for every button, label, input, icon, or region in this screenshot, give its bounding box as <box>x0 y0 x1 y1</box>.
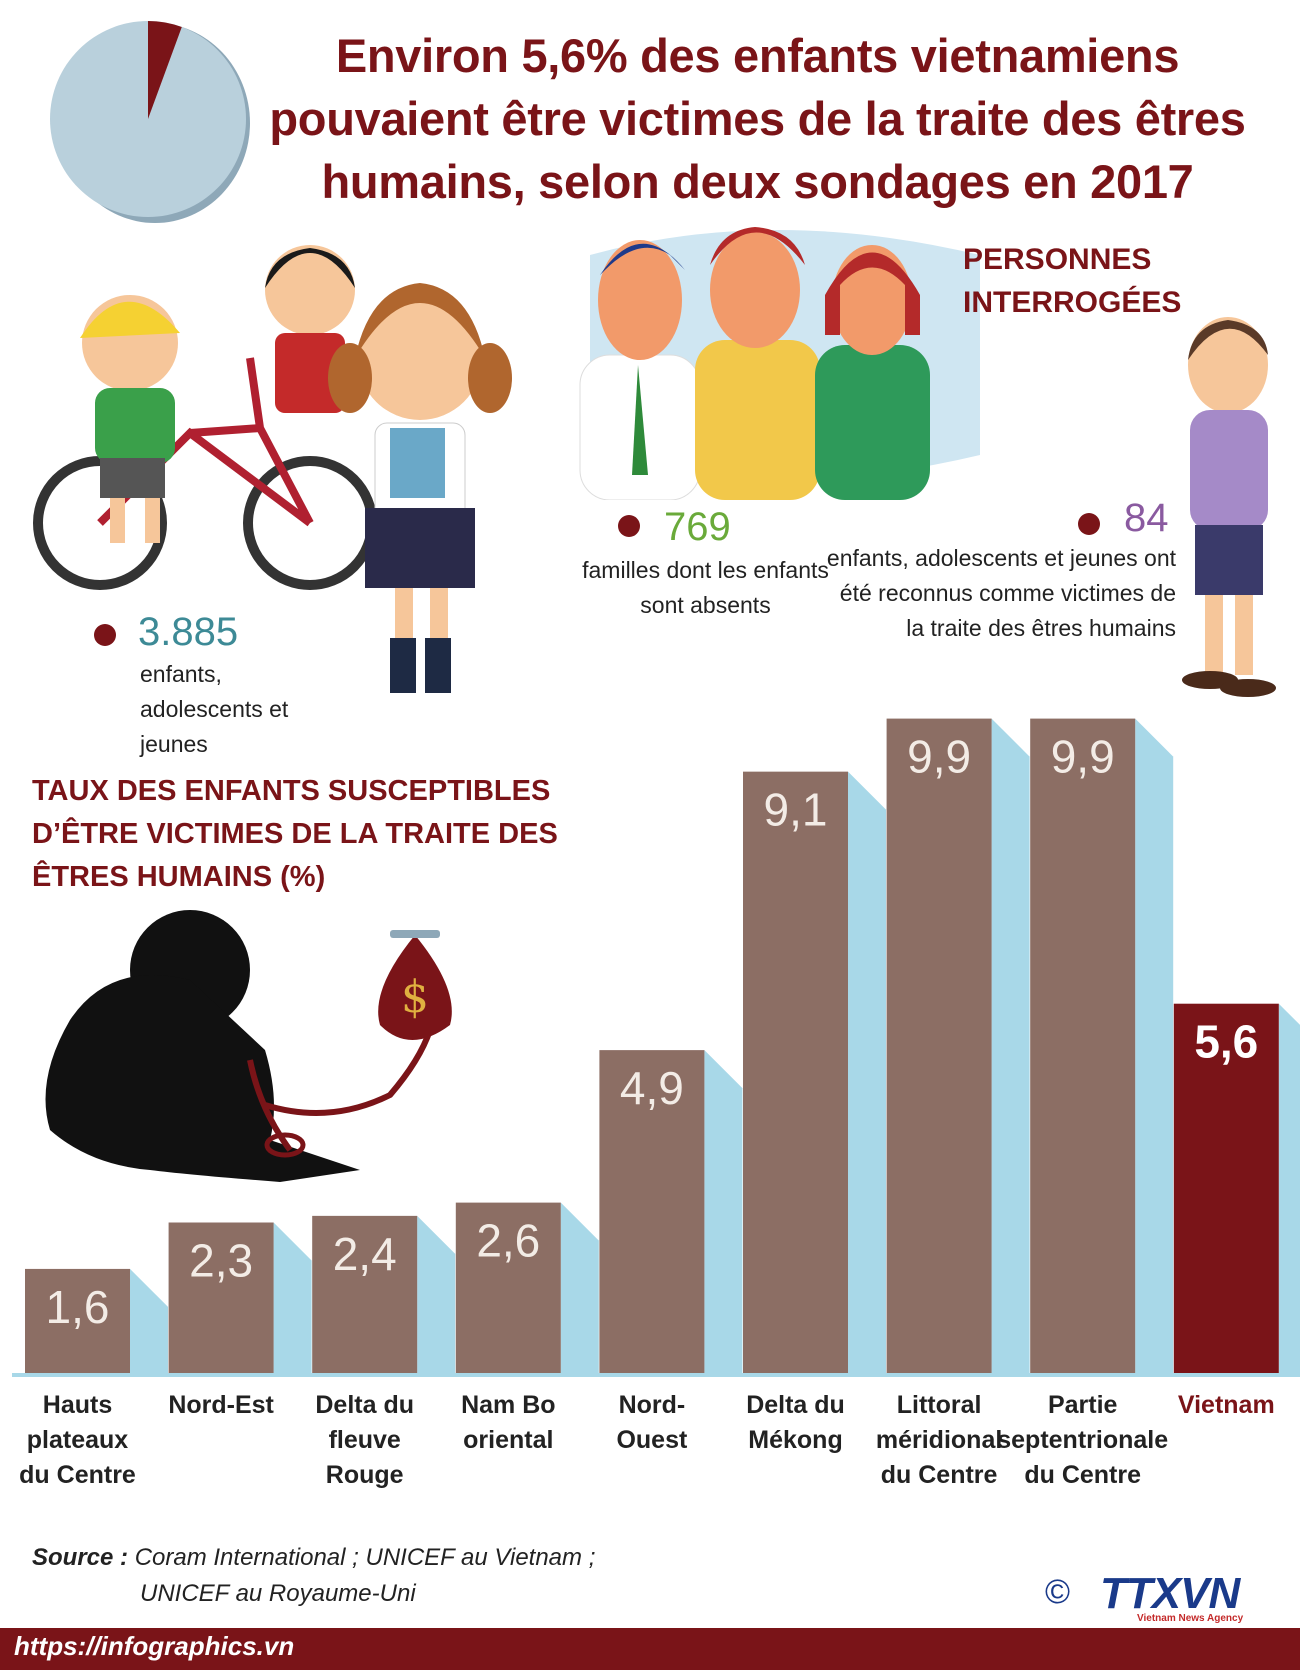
category-label: Vietnam <box>1178 1391 1275 1419</box>
stat-victims-label: enfants, adolescents et jeunes ont été r… <box>826 545 1176 641</box>
bar-shadow <box>1278 1003 1300 1375</box>
respondents-title: PERSONNES INTERROGÉES <box>963 243 1182 319</box>
bar-value-label: 1,6 <box>46 1281 110 1333</box>
bar <box>599 1050 705 1375</box>
category-label: Ouest <box>616 1426 688 1454</box>
category-label: du Centre <box>1024 1461 1141 1489</box>
svg-text:$: $ <box>401 972 429 1023</box>
category-label: fleuve <box>329 1426 401 1454</box>
source-line-2: UNICEF au Royaume-Uni <box>140 1580 416 1607</box>
bar-chart: 1,6 2,3 2,4 2,6 4,9 9,1 9,9 9,9 5,6 Hauts plateau… <box>12 718 1300 1489</box>
pie-slice <box>148 20 182 119</box>
bullet-families <box>618 515 640 537</box>
category-label: Mékong <box>748 1426 842 1454</box>
bullet-children <box>94 624 116 646</box>
category-label: septentrionale <box>997 1426 1168 1454</box>
stat-victims-value: 84 <box>1124 496 1169 540</box>
bar <box>312 1215 418 1375</box>
bar-shadow <box>1135 718 1174 1375</box>
category-label: Hauts <box>43 1391 112 1419</box>
victim-girl-silhouette: $ <box>45 910 452 1182</box>
bar-value-label: 9,9 <box>907 731 971 783</box>
category-label: Partie <box>1048 1391 1118 1419</box>
bar <box>455 1202 561 1375</box>
category-label: Delta du <box>315 1391 414 1419</box>
bullet-victims <box>1078 513 1100 535</box>
bar <box>25 1268 130 1375</box>
bar-shadow <box>560 1202 599 1375</box>
bar-shadow <box>704 1050 743 1375</box>
copyright-symbol: © <box>1045 1573 1071 1611</box>
category-label: Nord- <box>619 1391 686 1419</box>
website-link[interactable]: https://infographics.vn <box>14 1631 295 1661</box>
bar-value-label: 2,6 <box>476 1215 540 1267</box>
category-label: plateaux <box>27 1426 129 1454</box>
bar <box>743 771 848 1375</box>
bar <box>886 718 992 1375</box>
bar-value-label: 2,3 <box>189 1235 253 1287</box>
bar-shadow <box>273 1222 312 1375</box>
category-label: Nord-Est <box>168 1391 274 1419</box>
category-label: du Centre <box>881 1461 998 1489</box>
category-label: du Centre <box>19 1461 136 1489</box>
stat-families-value: 769 <box>664 505 731 549</box>
category-label: Delta du <box>746 1391 845 1419</box>
bar-value-label: 9,1 <box>764 784 828 836</box>
category-label: oriental <box>463 1426 553 1454</box>
category-label: Nam Bo <box>461 1391 555 1419</box>
category-label: Littoral <box>897 1391 982 1419</box>
adults-illustration <box>579 227 980 500</box>
bar-shadow <box>991 718 1030 1375</box>
footer-bar <box>0 1628 1300 1670</box>
bar-value-label: 9,9 <box>1051 731 1115 783</box>
bar-shadow <box>848 771 886 1375</box>
source-note: Source : Coram International ; UNICEF au… <box>32 1540 595 1612</box>
stat-children-label: enfants, adolescents et jeunes <box>140 661 289 757</box>
bar-shadow <box>417 1215 456 1375</box>
category-label: méridional <box>876 1426 1002 1454</box>
children-illustration <box>33 245 512 693</box>
bar <box>168 1222 274 1375</box>
stat-children-value: 3.885 <box>138 610 239 654</box>
bar-value-label: 4,9 <box>620 1062 684 1114</box>
page-title: Environ 5,6% des enfants vietnamiens pou… <box>269 29 1246 208</box>
pie-chart-icon <box>50 20 250 223</box>
stat-families-label: familles dont les enfants sont absents <box>582 557 829 618</box>
victim-boy-illustration <box>1182 317 1276 697</box>
ttxvn-logo: © TTXVN Vietnam News Agency <box>1045 1569 1285 1625</box>
bar-value-label: 2,4 <box>333 1228 397 1280</box>
source-line-1: Coram International ; UNICEF au Vietnam … <box>134 1544 596 1571</box>
source-label: Source : <box>32 1544 129 1571</box>
bar <box>1173 1003 1279 1375</box>
bar-value-label: 5,6 <box>1194 1016 1258 1068</box>
logo-subtitle: Vietnam News Agency <box>1137 1613 1244 1624</box>
logo-text: TTXVN <box>1100 1569 1240 1618</box>
bar <box>1030 718 1136 1375</box>
bar-shadow <box>130 1268 168 1375</box>
category-label: Rouge <box>326 1461 404 1489</box>
chart-title: TAUX DES ENFANTS SUSCEPTIBLES D’ÊTRE VIC… <box>32 775 558 893</box>
